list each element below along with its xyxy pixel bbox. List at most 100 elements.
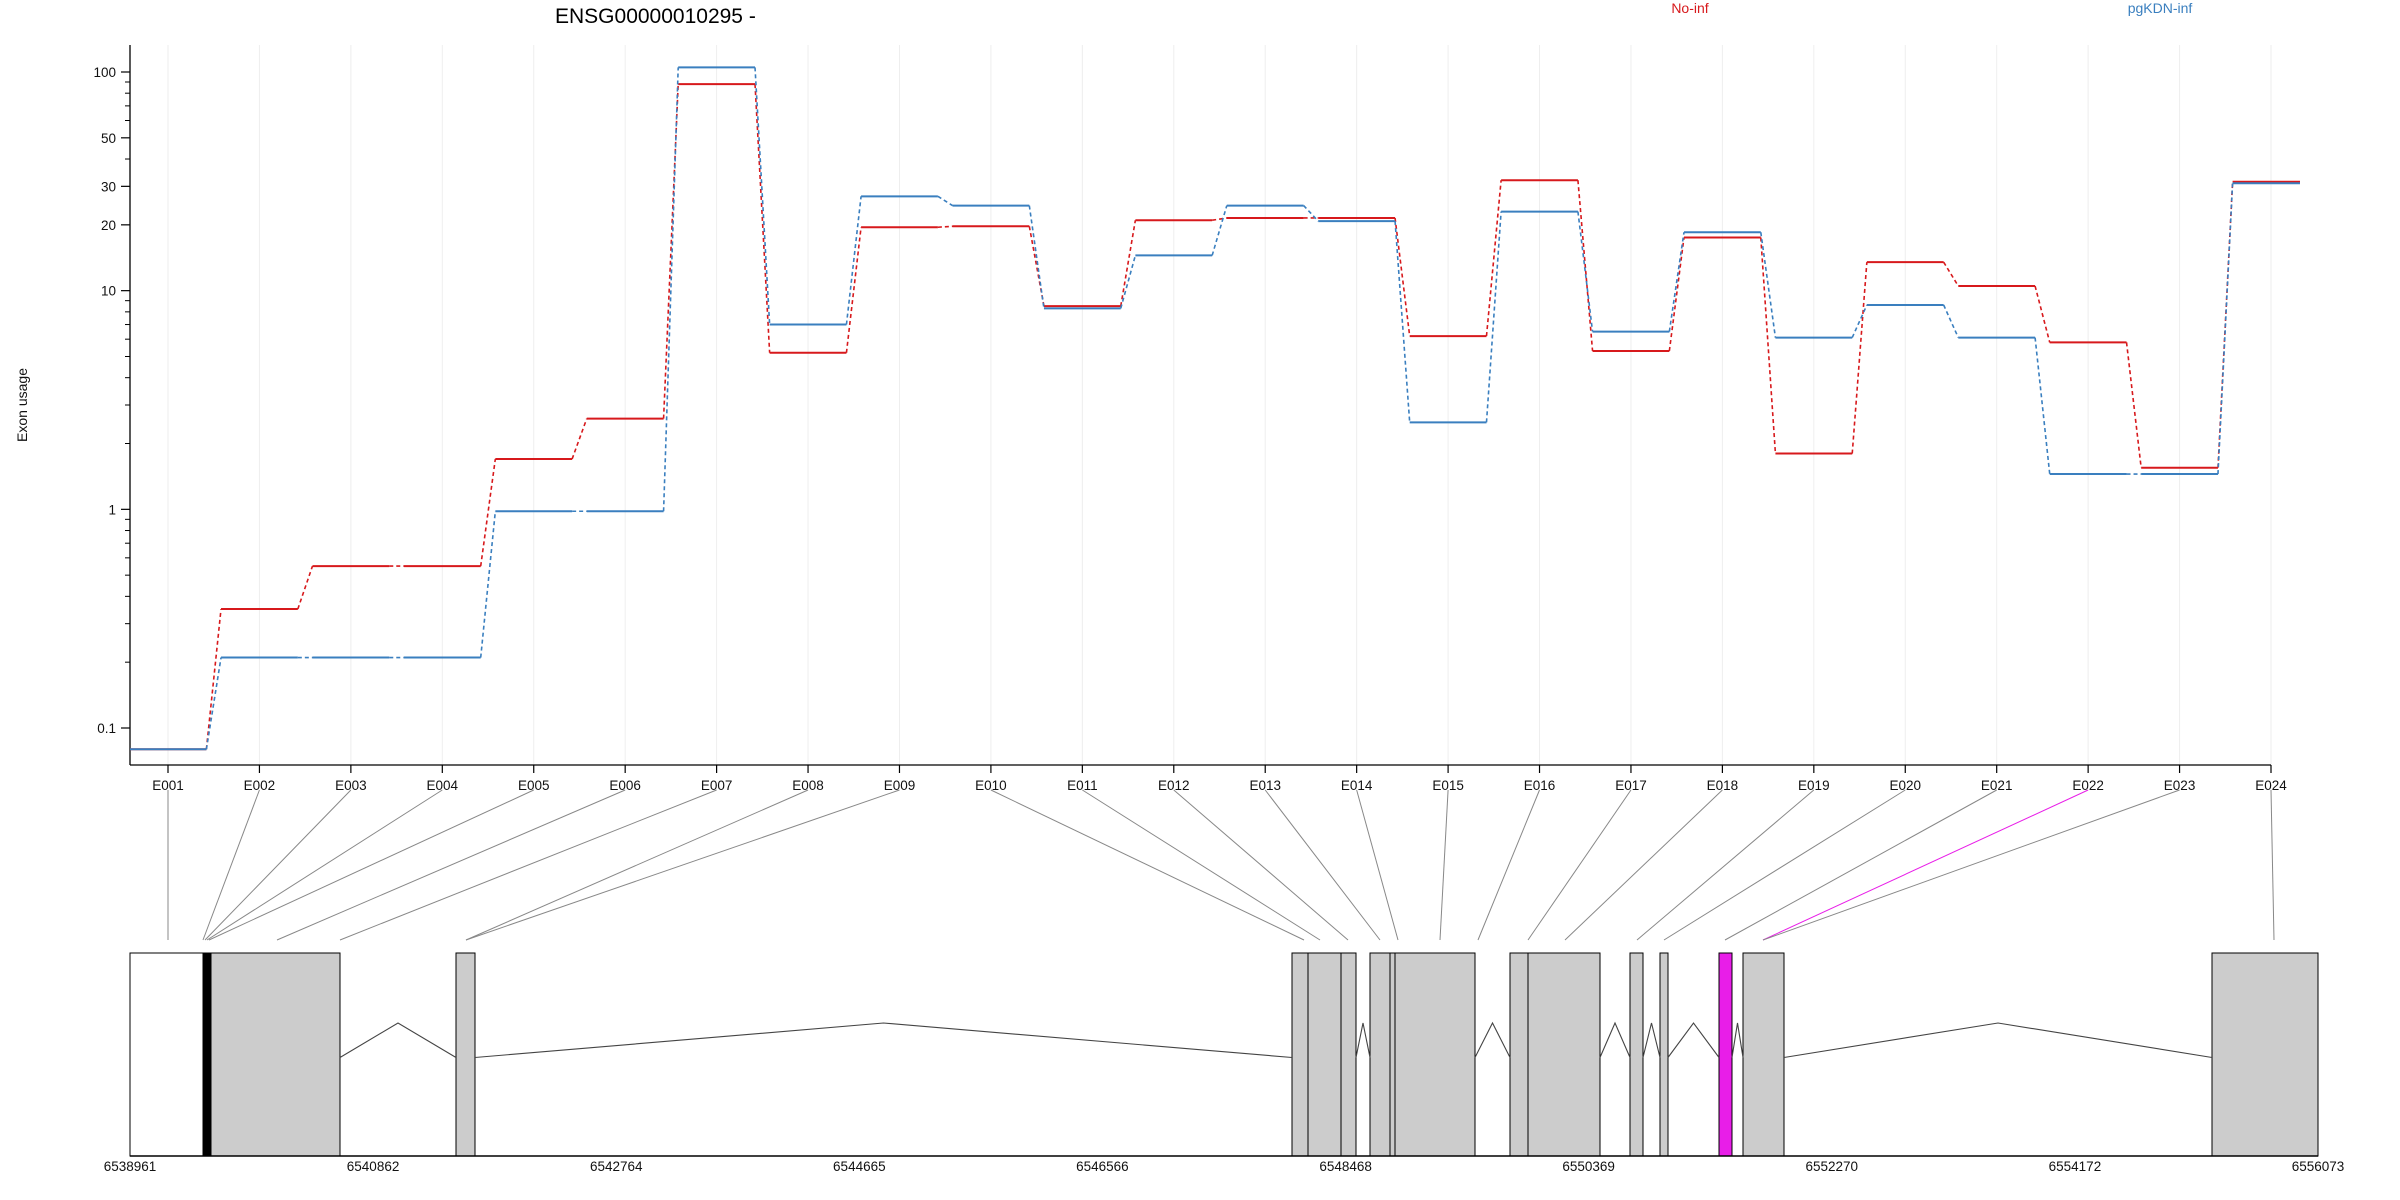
series-connector [1485,180,1502,337]
gridlines [167,45,2272,765]
coordinate-label: 6556073 [2292,1159,2345,1174]
x-tick-label: E006 [609,778,641,793]
series-connector [754,84,771,353]
series-connector [1394,221,1411,423]
series-connector [845,196,862,325]
exon-connectors [167,789,2275,941]
coordinate-label: 6548468 [1319,1159,1372,1174]
series-connector [1577,180,1594,352]
x-tick-label: E008 [792,778,824,793]
series-connector [297,565,314,610]
x-tick-label: E015 [1432,778,1464,793]
exon-connector [1762,789,2089,941]
intron-line [1599,1021,1631,1058]
exon-connector [208,789,534,941]
series-connector [2125,342,2142,468]
series-connector [1303,205,1319,222]
coordinate-label: 6546566 [1076,1159,1129,1174]
exon-connector [1356,789,1399,941]
gene-model: 6538961 6540862 6542764 6544665 6546566 65484… [104,952,2345,1174]
exon-box [1509,952,1529,1157]
coordinate-label: 6554172 [2049,1159,2102,1174]
exon-box [1369,952,1391,1157]
exon-connector [1173,789,1349,941]
x-tick-label: E024 [2255,778,2287,793]
y-tick-label: 0.1 [97,721,116,736]
exon-box [210,952,341,1157]
intron-line [1667,1022,1720,1058]
exon-connector [206,789,443,941]
exon-connector [339,789,717,941]
exon-box [202,952,208,1157]
series-connector [2217,183,2234,475]
x-tick-label: E019 [1798,778,1830,793]
exon-connector [465,789,900,941]
x-tick-label: E013 [1249,778,1281,793]
intron-line [339,1022,457,1058]
exon-connector [1264,789,1381,941]
intron-line [474,1022,1293,1059]
exon-connector [1082,789,1321,941]
exon-connector [1724,789,1997,941]
exon-box [1527,952,1601,1157]
exon-box [1291,952,1309,1157]
coordinate-label: 6550369 [1562,1159,1615,1174]
series-connector [1668,237,1685,352]
exon-box [1742,952,1785,1157]
series-connector [662,84,680,419]
intron-line [1642,1022,1661,1058]
x-tick-label: E009 [884,778,916,793]
series-connector [1485,211,1502,423]
x-tick-label: E023 [2164,778,2196,793]
series-connector [1668,232,1685,332]
series-lines [130,66,2300,751]
intron-line [1355,1022,1371,1058]
series-connector [1028,226,1045,307]
series-connector [1028,205,1045,309]
legend-entry-pgkdn-inf: pgKDN-inf [2128,0,2193,16]
exon-connector [1663,789,1906,941]
series-connector [937,195,953,207]
intron-line [1783,1022,2213,1059]
x-tick-label: E001 [152,778,184,793]
exon-box [1629,952,1644,1157]
y-tick-label: 30 [101,179,116,194]
series-connector [1119,220,1137,307]
x-tick-label: E005 [518,778,550,793]
exon-connector [1477,789,1540,941]
exon-box [2211,952,2319,1157]
series-no-inf [130,83,2300,751]
series-connector [479,511,497,658]
y-axis-label: Exon usage [14,368,30,442]
series-connector [754,67,771,325]
series-connector [845,227,862,353]
exon-connector [204,789,352,941]
x-tick-label: E021 [1981,778,2013,793]
x-tick-label: E010 [975,778,1007,793]
series-connector [1760,232,1777,338]
y-tick-label: 50 [101,131,116,146]
series-connector [479,458,497,567]
exon-box [1718,952,1733,1157]
exon-box [129,952,211,1157]
x-tick-label: E014 [1341,778,1373,793]
series-connector [1394,217,1411,337]
series-connector [1211,205,1228,256]
y-tick-label: 1 [108,502,116,517]
series-connector [1759,237,1777,454]
exon-box [1340,952,1357,1157]
x-tick-label: E018 [1707,778,1739,793]
series-connector [662,67,680,512]
series-connector [205,657,222,750]
x-tick-label: E017 [1615,778,1647,793]
series-connector [937,225,953,229]
exon-connector [1762,789,2180,941]
exon-box [1307,952,1342,1157]
series-connector [1212,217,1227,221]
chart-title: ENSG00000010295 - [555,5,756,28]
exon-connector [1636,789,1815,941]
x-tick-label: E003 [335,778,367,793]
coordinate-label: 6544665 [833,1159,886,1174]
exon-connector [202,789,260,941]
